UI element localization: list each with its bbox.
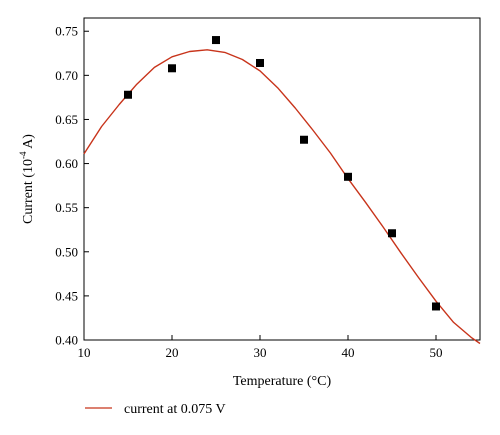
y-tick-label: 0.70	[55, 68, 78, 83]
y-axis-title-sup: -4	[18, 151, 28, 159]
legend: current at 0.075 V	[85, 402, 226, 417]
y-tick-label: 0.60	[55, 156, 78, 171]
y-axis-title-post: A)	[21, 134, 36, 152]
y-tick-label: 0.40	[55, 333, 78, 348]
x-tick-label: 20	[166, 345, 179, 360]
x-tick-label: 50	[430, 345, 443, 360]
axis-ticks: 10 20 30 40 50 0.40 0.45 0.50 0.55 0.60 0.65 0.70 0.…	[55, 24, 442, 360]
y-tick-label: 0.45	[55, 288, 78, 303]
plot-frame	[83, 17, 481, 341]
x-axis-title: Temperature (°C)	[233, 374, 332, 389]
fit-curve-layer	[83, 49, 481, 345]
data-point	[212, 36, 220, 45]
data-point	[300, 135, 308, 144]
data-point	[168, 64, 176, 73]
y-tick-label: 0.55	[55, 200, 78, 215]
data-point	[432, 302, 440, 311]
data-point	[256, 58, 264, 67]
y-tick-label: 0.50	[55, 244, 78, 259]
legend-label: current at 0.075 V	[124, 402, 226, 417]
x-tick-label: 30	[254, 345, 267, 360]
fit-curve	[83, 49, 481, 345]
y-axis-title: Current (10-4 A)	[18, 134, 36, 224]
data-point	[388, 229, 396, 238]
x-tick-label: 10	[78, 345, 91, 360]
data-point	[124, 90, 132, 99]
data-points-layer	[124, 36, 440, 311]
y-tick-label: 0.75	[55, 24, 78, 39]
y-tick-label: 0.65	[55, 112, 78, 127]
x-tick-label: 40	[342, 345, 355, 360]
y-axis-title-pre: Current (10	[21, 159, 36, 224]
data-point	[344, 172, 352, 181]
